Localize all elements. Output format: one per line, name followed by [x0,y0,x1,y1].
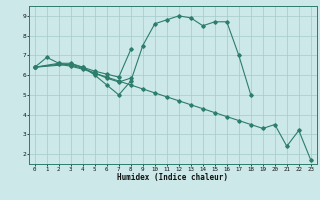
X-axis label: Humidex (Indice chaleur): Humidex (Indice chaleur) [117,173,228,182]
